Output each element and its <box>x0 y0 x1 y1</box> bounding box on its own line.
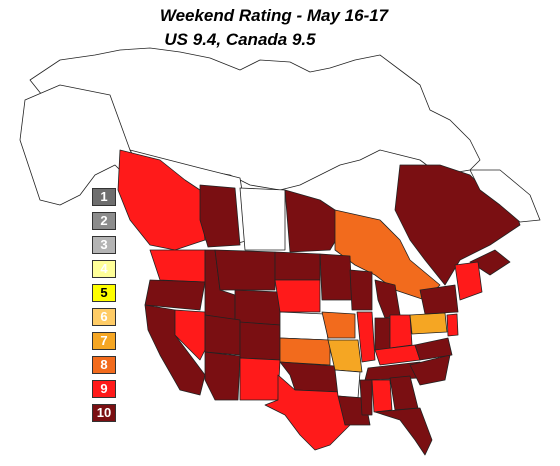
legend-label-6: 6 <box>100 309 108 324</box>
region-missouri <box>327 339 363 373</box>
region-texas <box>264 374 351 451</box>
region-florida <box>374 407 433 456</box>
map-title: Weekend Rating - May 16-17 <box>159 6 389 25</box>
region-alberta <box>199 184 241 248</box>
legend-label-3: 3 <box>100 237 108 252</box>
region-nebraska <box>279 311 329 341</box>
region-wyoming <box>234 289 281 326</box>
legend-label-8: 8 <box>100 357 108 372</box>
region-indiana <box>374 317 391 351</box>
region-new-mexico <box>239 357 281 401</box>
legend-swatch-2: 2 <box>92 212 116 230</box>
region-illinois <box>356 311 376 363</box>
region-georgia <box>389 375 419 411</box>
legend-label-9: 9 <box>100 381 108 396</box>
legend-swatch-1: 1 <box>92 188 116 206</box>
legend-label-10: 10 <box>96 405 112 420</box>
legend-label-1: 1 <box>100 189 108 204</box>
region-new-york <box>419 284 459 315</box>
region-virginia <box>414 337 453 361</box>
region-alabama <box>371 379 393 413</box>
region-ohio <box>389 314 413 349</box>
legend-swatch-7: 7 <box>92 332 116 350</box>
legend-label-5: 5 <box>100 285 108 300</box>
region-new-jersey <box>446 313 459 337</box>
region-saskatchewan <box>239 187 286 251</box>
region-wisconsin <box>349 269 373 311</box>
region-oregon <box>144 279 206 311</box>
region-kansas <box>279 337 331 366</box>
region-new-england <box>454 261 483 301</box>
region-nevada <box>174 309 206 361</box>
legend-swatch-3: 3 <box>92 236 116 254</box>
legend-swatch-8: 8 <box>92 356 116 374</box>
rating-legend: 1 2 3 4 5 6 7 8 9 10 <box>92 188 122 428</box>
region-bc <box>117 149 206 251</box>
region-washington <box>149 249 206 283</box>
region-pennsylvania <box>409 312 448 335</box>
legend-label-7: 7 <box>100 333 108 348</box>
region-colorado <box>239 321 281 361</box>
region-arkansas <box>334 369 361 399</box>
legend-swatch-9: 9 <box>92 380 116 398</box>
region-carolinas <box>409 354 451 386</box>
region-montana <box>214 249 276 291</box>
region-iowa <box>321 311 356 339</box>
legend-swatch-4: 4 <box>92 260 116 278</box>
region-south-dakota <box>274 279 321 313</box>
legend-swatch-5: 5 <box>92 284 116 302</box>
region-minnesota <box>319 253 353 301</box>
region-mississippi <box>359 379 373 416</box>
region-utah <box>204 314 241 356</box>
region-north-dakota <box>274 251 321 281</box>
map-subtitle: US 9.4, Canada 9.5 <box>164 30 316 49</box>
region-maritimes <box>469 249 511 276</box>
legend-label-2: 2 <box>100 213 108 228</box>
legend-label-4: 4 <box>100 261 108 276</box>
region-labrador <box>469 169 541 223</box>
region-arizona <box>204 351 241 401</box>
legend-swatch-10: 10 <box>92 404 116 422</box>
alaska <box>19 84 146 206</box>
legend-swatch-6: 6 <box>92 308 116 326</box>
